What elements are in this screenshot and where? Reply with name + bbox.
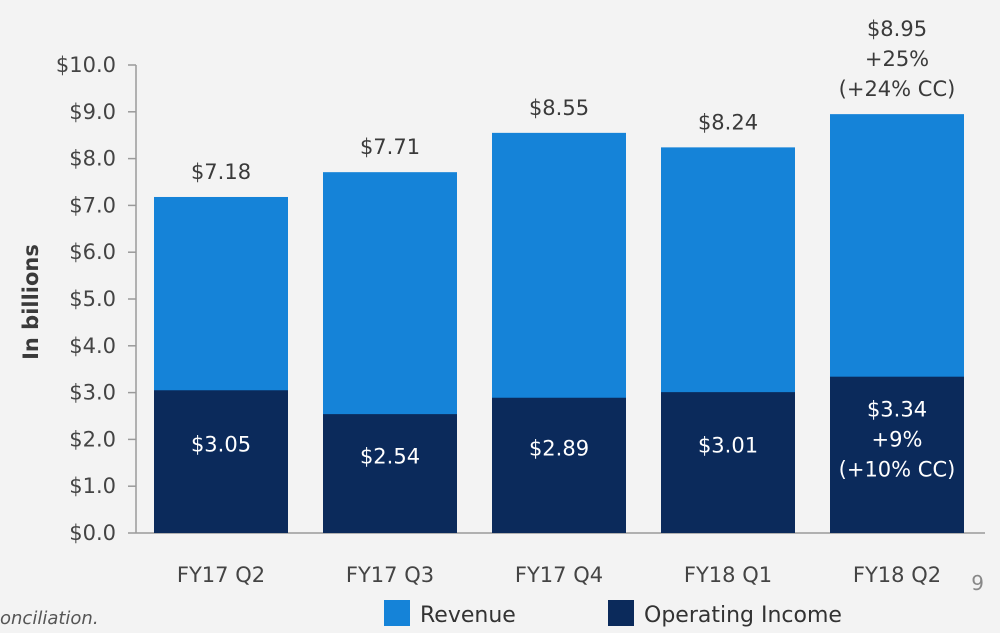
revenue-data-label: $7.18: [191, 160, 251, 184]
bar-operating-income: [661, 392, 795, 533]
operating-income-data-label: $2.54: [360, 445, 420, 469]
y-tick-label: $3.0: [69, 381, 116, 405]
revenue-data-label: $8.95: [867, 17, 927, 41]
revenue-data-label: +25%: [865, 47, 929, 71]
y-tick-label: $0.0: [69, 521, 116, 545]
revenue-data-label: $8.24: [698, 110, 758, 134]
revenue-data-label: $7.71: [360, 135, 420, 159]
y-tick-label: $4.0: [69, 334, 116, 358]
footer-note: onciliation.: [0, 608, 99, 629]
bar-operating-income: [492, 397, 626, 533]
y-tick-label: $5.0: [69, 287, 116, 311]
operating-income-data-label: $3.34: [867, 398, 927, 422]
operating-income-data-label: $3.05: [191, 433, 251, 457]
y-tick-label: $10.0: [56, 53, 116, 77]
page-number: 9: [971, 571, 984, 595]
operating-income-data-label: +9%: [872, 428, 923, 452]
x-category-label: FY17 Q3: [346, 563, 434, 587]
y-tick-label: $6.0: [69, 240, 116, 264]
legend: Revenue Operating Income: [384, 600, 842, 628]
x-category-label: FY17 Q2: [177, 563, 265, 587]
legend-label-operating-income: Operating Income: [644, 603, 842, 628]
x-category-label: FY18 Q2: [853, 563, 941, 587]
legend-swatch-revenue: [384, 600, 410, 626]
revenue-data-label: $8.55: [529, 96, 589, 120]
y-axis-label: In billions: [19, 244, 43, 360]
x-category-label: FY17 Q4: [515, 563, 603, 587]
bar-operating-income: [323, 414, 457, 533]
operating-income-data-label: $2.89: [529, 436, 589, 460]
y-tick-label: $8.0: [69, 147, 116, 171]
y-tick-label: $2.0: [69, 427, 116, 451]
x-category-label: FY18 Q1: [684, 563, 772, 587]
y-tick-label: $1.0: [69, 474, 116, 498]
bar-operating-income: [830, 376, 964, 533]
revenue-data-label: (+24% CC): [839, 77, 956, 101]
legend-swatch-operating-income: [608, 600, 634, 626]
bar-operating-income: [154, 390, 288, 533]
legend-label-revenue: Revenue: [420, 603, 516, 628]
operating-income-data-label: (+10% CC): [839, 458, 956, 482]
y-tick-label: $7.0: [69, 193, 116, 217]
operating-income-data-label: $3.01: [698, 434, 758, 458]
y-tick-label: $9.0: [69, 100, 116, 124]
